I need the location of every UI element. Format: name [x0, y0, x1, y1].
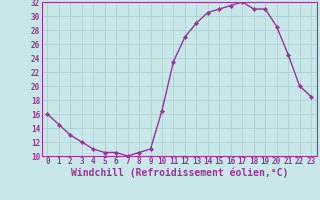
X-axis label: Windchill (Refroidissement éolien,°C): Windchill (Refroidissement éolien,°C) [70, 168, 288, 178]
